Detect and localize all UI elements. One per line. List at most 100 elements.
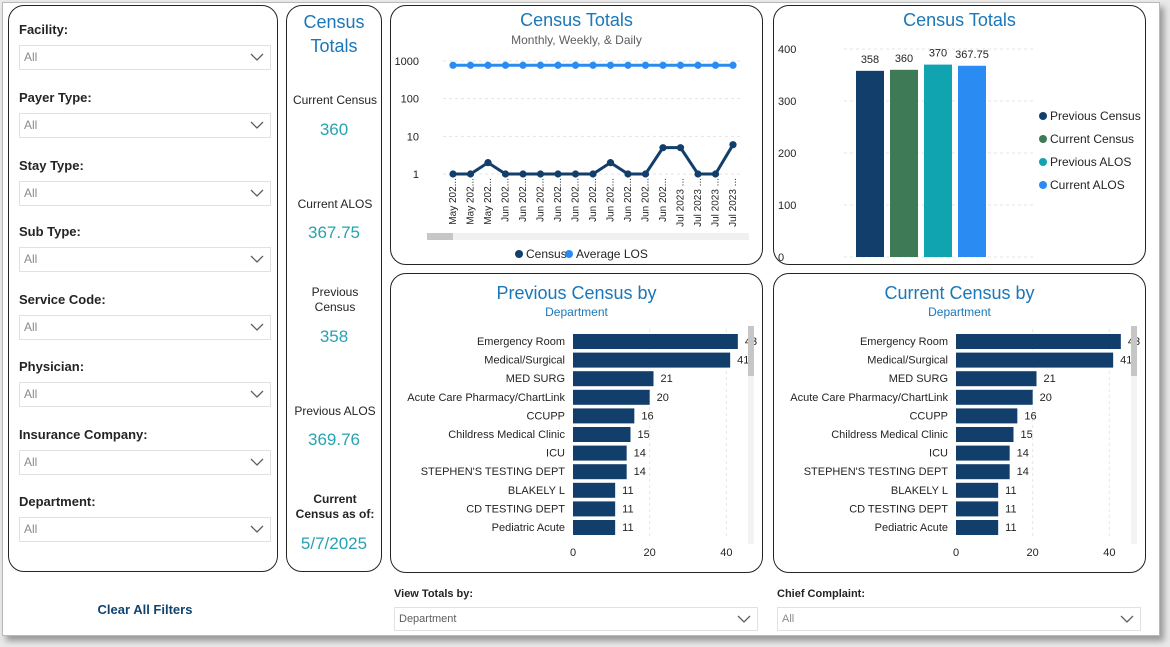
- hbar-bar: [956, 482, 999, 498]
- line-x-tick-label: Jul 2023 ...: [728, 178, 739, 227]
- vertical-scrollbar-track: [1131, 326, 1137, 544]
- hbar-value-label: 11: [1005, 485, 1016, 497]
- chevron-down-icon: [250, 525, 264, 533]
- hbar-bar: [573, 464, 627, 480]
- census-totals-line-card: Census Totals Monthly, Weekly, & Daily 1…: [390, 5, 763, 265]
- physician-dropdown[interactable]: All: [19, 382, 271, 407]
- service-code-dropdown[interactable]: All: [19, 315, 271, 340]
- line-chart-title: Census Totals: [520, 10, 633, 30]
- clear-all-filters-button[interactable]: Clear All Filters: [97, 602, 193, 617]
- hbar-value-label: 41: [1120, 355, 1132, 367]
- line-legend-census: Census: [515, 247, 567, 261]
- line-point-0: [519, 170, 527, 178]
- hbar-value-label: 41: [737, 355, 749, 367]
- line-y-tick-label: 1: [413, 169, 419, 181]
- hbar-x-tick-label: 40: [1103, 547, 1115, 559]
- view-totals-dropdown[interactable]: Department: [394, 607, 758, 631]
- stay-type-dropdown-value: All: [24, 186, 38, 200]
- hbar-category-label: Pediatric Acute: [875, 522, 948, 534]
- line-point-0: [536, 170, 545, 178]
- hbar-value-label: 11: [622, 485, 633, 497]
- line-x-tick-label: Jun 202...: [571, 178, 582, 222]
- physician-dropdown-value: All: [24, 387, 38, 401]
- sub-type-dropdown-value: All: [24, 252, 38, 266]
- legend-dot-icon: [1039, 135, 1047, 143]
- department-filter-label: Department:: [19, 494, 96, 509]
- hbar-value-label: 20: [1040, 392, 1052, 404]
- stay-type-dropdown[interactable]: All: [19, 181, 271, 206]
- legend-dot-icon: [515, 250, 523, 258]
- insurance-company-filter: Insurance Company: All: [19, 427, 271, 475]
- hbar-bar: [573, 352, 731, 368]
- hbar-value-label: 15: [638, 429, 650, 441]
- chief-complaint-label: Chief Complaint:: [777, 588, 865, 600]
- line-point-0: [589, 170, 597, 178]
- hbar-x-tick-label: 40: [720, 547, 732, 559]
- facility-dropdown[interactable]: All: [19, 45, 271, 70]
- census-totals-bar-chart: 400 300 200 100 0 358 360 370 367.75: [778, 44, 1036, 264]
- current-census-label: Current Census: [292, 93, 378, 107]
- current-alos-value: 367.75: [308, 223, 360, 242]
- line-point-0: [659, 144, 667, 152]
- physician-filter-label: Physician:: [19, 359, 85, 374]
- line-y-tick-label: 10: [407, 131, 419, 143]
- service-code-dropdown-value: All: [24, 320, 38, 334]
- line-x-tick-label: Jun 202...: [606, 178, 617, 222]
- bar-value-label: 360: [895, 53, 913, 65]
- bar-legend-label-3: Current ALOS: [1050, 178, 1125, 192]
- current-alos-label: Current ALOS: [297, 197, 373, 211]
- hbar-value-label: 11: [622, 503, 633, 515]
- hbar-bar: [956, 408, 1018, 424]
- kpi-panel: Census Totals Current Census 360 Current…: [286, 5, 382, 572]
- facility-filter: Facility: All: [19, 22, 271, 70]
- hbar-category-label: STEPHEN'S TESTING DEPT: [421, 466, 566, 478]
- kpi-title: Census Totals: [303, 12, 365, 56]
- hbar-bar: [573, 520, 616, 535]
- line-point-0: [466, 170, 475, 178]
- current-census-value: 360: [319, 120, 349, 139]
- hbar-value-label: 14: [1017, 466, 1029, 478]
- chief-complaint-value: All: [782, 613, 795, 625]
- line-legend-alos: Average LOS: [565, 247, 648, 261]
- sub-type-dropdown[interactable]: All: [19, 247, 271, 272]
- service-code-filter: Service Code: All: [19, 292, 271, 340]
- payer-type-dropdown[interactable]: All: [19, 113, 271, 138]
- line-point-0: [624, 170, 632, 178]
- bar-y-tick-label: 400: [778, 44, 796, 56]
- stay-type-filter: Stay Type: All: [19, 158, 271, 206]
- hbar-category-label: ICU: [929, 448, 948, 460]
- hbar-bar: [956, 427, 1014, 442]
- line-point-1: [606, 61, 615, 69]
- hbar-category-label: Acute Care Pharmacy/ChartLink: [407, 392, 565, 404]
- line-point-1: [659, 61, 667, 69]
- hbar-category-label: Medical/Surgical: [484, 355, 565, 367]
- hbar-category-label: Pediatric Acute: [492, 522, 565, 534]
- census-line-chart: 1000 100 10 1 May 202... May 202... May 202...…: [395, 56, 749, 240]
- hbar-value-label: 11: [1005, 503, 1016, 515]
- chief-complaint-dropdown[interactable]: All: [777, 607, 1141, 631]
- department-dropdown[interactable]: All: [19, 517, 271, 542]
- horizontal-scrollbar-thumb: [427, 233, 453, 240]
- hbar-bar: [956, 352, 1114, 368]
- bar-legend-previous-alos: Previous ALOS: [1039, 155, 1131, 169]
- line-x-tick-label: Jul 2023 ...: [676, 178, 687, 227]
- hbar-category-label: BLAKELY L: [508, 485, 565, 497]
- line-point-0: [571, 170, 580, 178]
- line-point-1: [676, 61, 685, 69]
- hbar-value-label: 14: [634, 466, 646, 478]
- insurance-company-dropdown-value: All: [24, 455, 38, 469]
- hbar-bar: [956, 464, 1010, 480]
- line-point-1: [571, 61, 580, 69]
- hbar-bar: [956, 501, 999, 517]
- view-totals-value: Department: [399, 613, 457, 625]
- line-point-1: [484, 61, 492, 69]
- insurance-company-dropdown[interactable]: All: [19, 450, 271, 475]
- chevron-down-icon: [250, 323, 264, 331]
- line-y-tick-label: 100: [401, 94, 419, 106]
- bar-value-label: 358: [861, 54, 879, 66]
- previous-census-label: Previous Census: [311, 285, 359, 314]
- vertical-scrollbar-track: [748, 326, 754, 544]
- hbar-bar: [956, 389, 1033, 405]
- bar-legend-previous-census: Previous Census: [1039, 109, 1141, 123]
